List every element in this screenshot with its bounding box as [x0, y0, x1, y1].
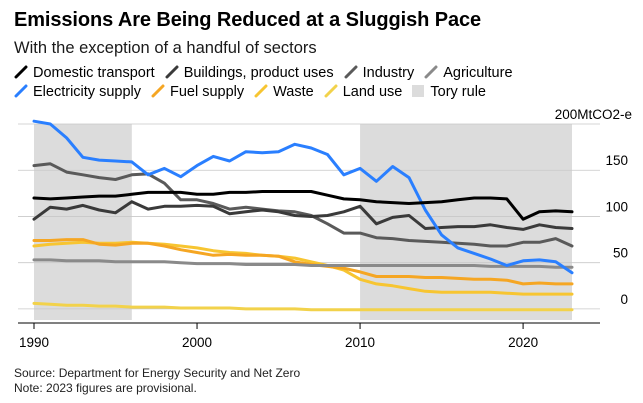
- series-line: [32, 238, 574, 286]
- legend-swatch: [412, 85, 425, 97]
- legend-label: Electricity supply: [33, 84, 141, 100]
- legend-line-marker: [424, 65, 438, 79]
- legend-label: Domestic transport: [33, 65, 155, 81]
- x-tick-label: 2000: [182, 335, 212, 350]
- series-line: [32, 301, 574, 312]
- y-unit-label: 200MtCO2-e: [555, 107, 632, 122]
- series-line: [32, 119, 574, 275]
- series-lines: [32, 119, 574, 312]
- legend-line-marker: [151, 84, 165, 98]
- legend-label: Agriculture: [443, 65, 513, 81]
- tory-rule-band: [34, 124, 132, 320]
- y-tick-label: 150: [605, 153, 628, 168]
- legend-item: Agriculture: [424, 64, 513, 83]
- legend-label: Fuel supply: [169, 84, 245, 100]
- y-tick-label: 0: [620, 292, 628, 307]
- legend-item: Land use: [324, 83, 403, 102]
- legend-line-marker: [324, 84, 338, 98]
- legend-line-marker: [344, 65, 358, 79]
- x-tick-label: 1990: [19, 335, 49, 350]
- tory-rule-band: [360, 124, 572, 320]
- chart-legend: Domestic transport Buildings, product use…: [14, 64, 634, 102]
- legend-label: Industry: [362, 65, 415, 81]
- y-tick-label: 100: [605, 199, 628, 214]
- legend-item: Electricity supply: [14, 83, 141, 102]
- series-line: [32, 258, 574, 269]
- series-line: [32, 190, 574, 221]
- chart-title: Emissions Are Being Reduced at a Sluggis…: [14, 9, 482, 31]
- legend-label: Land use: [342, 84, 403, 100]
- legend-label: Waste: [273, 84, 314, 100]
- source-line: Source: Department for Energy Security a…: [14, 366, 301, 380]
- y-tick-label: 50: [613, 246, 628, 261]
- legend-line-marker: [14, 84, 28, 98]
- source-note: Source: Department for Energy Security a…: [14, 366, 300, 396]
- chart-subtitle: With the exception of a handful of secto…: [14, 39, 317, 57]
- legend-item: Buildings, product uses: [165, 64, 334, 83]
- provisional-note: Note: 2023 figures are provisional.: [14, 381, 197, 395]
- series-line: [32, 162, 574, 248]
- legend-item: Waste: [254, 83, 314, 102]
- x-tick-label: 2010: [345, 335, 375, 350]
- series-line: [32, 200, 574, 231]
- legend-item: Industry: [344, 64, 415, 83]
- legend-item: Domestic transport: [14, 64, 155, 83]
- legend-label: Buildings, product uses: [183, 65, 334, 81]
- legend-line-marker: [165, 65, 179, 79]
- legend-item: Tory rule: [412, 83, 486, 102]
- legend-line-marker: [14, 65, 28, 79]
- legend-line-marker: [254, 84, 268, 98]
- legend-label: Tory rule: [430, 84, 486, 100]
- axes: 1990 2000 2010 2020 0 50 100 150 200MtCO2-e: [18, 107, 632, 350]
- tory-rule-shading: [34, 124, 572, 320]
- legend-item: Fuel supply: [151, 83, 244, 102]
- x-tick-label: 2020: [508, 335, 538, 350]
